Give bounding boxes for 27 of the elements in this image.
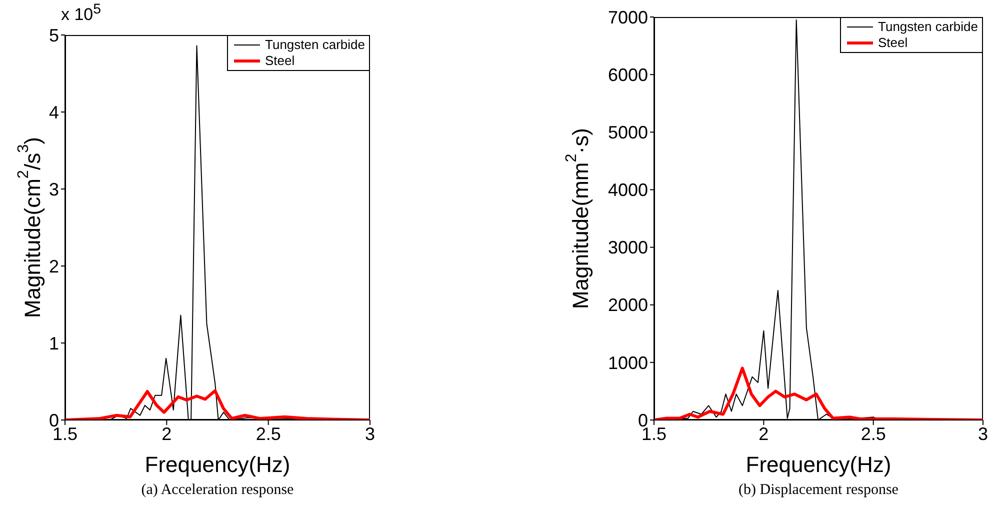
- x-tick-label: 2: [758, 424, 769, 444]
- x-tick-label: 2: [162, 424, 172, 444]
- y-tick-label: 2000: [608, 295, 648, 316]
- x-tick-label: 2.5: [860, 424, 886, 444]
- legend-label: Tungsten carbide: [265, 37, 365, 53]
- legend-label: Steel: [878, 35, 908, 51]
- x-axis-title: Frequency(Hz): [144, 452, 290, 477]
- y-tick-label: 3: [48, 179, 59, 200]
- y-tick-label: 3000: [608, 238, 648, 258]
- y-tick-label: 6000: [608, 64, 648, 85]
- y-tick-label: 5: [48, 25, 59, 46]
- y-tick-label: 5000: [608, 122, 648, 143]
- y-tick-label: 1: [48, 333, 59, 354]
- legend-label: Tungsten carbide: [878, 19, 978, 35]
- x-axis-title: Frequency(Hz): [746, 452, 892, 477]
- legend-label: Steel: [265, 53, 295, 69]
- text: x 10$^{5}$: [61, 1, 102, 24]
- text: (b) Displacement response: [738, 482, 898, 498]
- x-tick-label: 2.5: [256, 424, 281, 444]
- y-tick-label: 4: [48, 102, 59, 122]
- x-tick-label: 3: [978, 424, 988, 444]
- y-tick-label: 7000: [608, 7, 648, 28]
- y-tick-label: 4000: [608, 180, 648, 200]
- x-tick-label: 3: [364, 424, 376, 444]
- text: (a) Acceleration response: [141, 482, 294, 498]
- y-tick-label: 2: [48, 256, 59, 276]
- y-tick-label: 1000: [608, 352, 648, 373]
